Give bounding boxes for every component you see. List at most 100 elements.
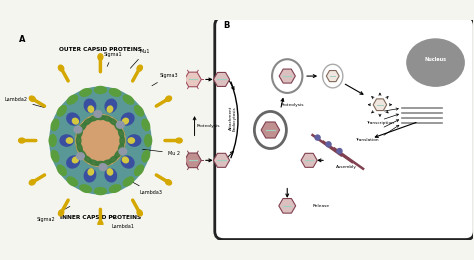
- Ellipse shape: [66, 138, 73, 143]
- Text: Proteolysis: Proteolysis: [196, 124, 220, 128]
- Ellipse shape: [57, 106, 66, 116]
- Ellipse shape: [84, 156, 91, 162]
- Text: Attachment: Attachment: [229, 106, 233, 130]
- Ellipse shape: [123, 95, 134, 104]
- Ellipse shape: [165, 180, 172, 185]
- Ellipse shape: [58, 210, 64, 216]
- Ellipse shape: [74, 126, 82, 133]
- Ellipse shape: [109, 89, 121, 96]
- Ellipse shape: [58, 65, 64, 71]
- Ellipse shape: [115, 122, 122, 131]
- Ellipse shape: [88, 106, 93, 112]
- Ellipse shape: [128, 138, 135, 143]
- Text: Endocytosis: Endocytosis: [232, 106, 236, 131]
- Ellipse shape: [94, 87, 106, 94]
- Ellipse shape: [96, 115, 105, 120]
- Ellipse shape: [76, 136, 81, 145]
- Polygon shape: [184, 153, 201, 168]
- Ellipse shape: [80, 123, 86, 131]
- Polygon shape: [373, 99, 387, 110]
- Ellipse shape: [109, 156, 118, 163]
- Ellipse shape: [137, 210, 142, 216]
- Circle shape: [326, 142, 331, 147]
- Text: Sigma2: Sigma2: [37, 206, 70, 222]
- Ellipse shape: [83, 156, 91, 163]
- Circle shape: [315, 135, 320, 140]
- Ellipse shape: [119, 143, 125, 153]
- Ellipse shape: [89, 115, 98, 121]
- Ellipse shape: [102, 160, 112, 166]
- Ellipse shape: [18, 138, 25, 143]
- Ellipse shape: [115, 123, 121, 131]
- Ellipse shape: [83, 118, 91, 125]
- Polygon shape: [184, 72, 201, 87]
- Ellipse shape: [115, 150, 122, 159]
- Ellipse shape: [50, 87, 151, 194]
- Ellipse shape: [74, 112, 127, 169]
- Ellipse shape: [84, 99, 96, 112]
- Circle shape: [337, 148, 342, 154]
- Ellipse shape: [109, 156, 117, 162]
- Ellipse shape: [77, 153, 84, 160]
- Text: Lambda2: Lambda2: [4, 97, 45, 107]
- Ellipse shape: [123, 177, 134, 186]
- Ellipse shape: [79, 122, 86, 131]
- Ellipse shape: [117, 121, 124, 128]
- FancyBboxPatch shape: [215, 17, 474, 239]
- Ellipse shape: [118, 129, 124, 138]
- Ellipse shape: [99, 164, 107, 171]
- Ellipse shape: [103, 116, 111, 121]
- Text: Proteolysis: Proteolysis: [281, 103, 304, 107]
- Ellipse shape: [118, 143, 124, 152]
- Ellipse shape: [67, 113, 80, 125]
- Text: Nucleus: Nucleus: [425, 57, 447, 62]
- Text: Mu1: Mu1: [130, 49, 150, 68]
- Ellipse shape: [75, 136, 81, 145]
- Ellipse shape: [96, 161, 105, 166]
- Ellipse shape: [67, 156, 80, 168]
- Ellipse shape: [135, 106, 144, 116]
- Ellipse shape: [94, 187, 106, 194]
- Ellipse shape: [89, 116, 98, 121]
- Text: INNER CAPSID PROTEINS: INNER CAPSID PROTEINS: [60, 215, 141, 220]
- Ellipse shape: [107, 169, 113, 175]
- Ellipse shape: [29, 180, 35, 185]
- Ellipse shape: [120, 136, 125, 145]
- Text: Lambda3: Lambda3: [131, 181, 163, 195]
- Ellipse shape: [67, 177, 78, 186]
- Polygon shape: [261, 122, 280, 138]
- Ellipse shape: [119, 148, 127, 155]
- Ellipse shape: [79, 150, 86, 159]
- Polygon shape: [279, 69, 295, 83]
- Ellipse shape: [77, 143, 82, 152]
- Ellipse shape: [77, 129, 82, 138]
- Text: Sigma1: Sigma1: [103, 52, 122, 66]
- Ellipse shape: [84, 169, 96, 182]
- Ellipse shape: [145, 135, 152, 146]
- Text: Assembly: Assembly: [336, 165, 357, 169]
- Ellipse shape: [49, 135, 56, 146]
- Ellipse shape: [142, 119, 150, 131]
- Ellipse shape: [103, 160, 111, 165]
- Ellipse shape: [89, 160, 98, 165]
- Text: OUTER CAPSID PROTEINS: OUTER CAPSID PROTEINS: [59, 47, 142, 52]
- Ellipse shape: [102, 115, 112, 121]
- Text: Lambda1: Lambda1: [111, 215, 135, 229]
- Ellipse shape: [107, 106, 113, 112]
- Ellipse shape: [165, 96, 172, 101]
- Ellipse shape: [119, 128, 125, 138]
- Ellipse shape: [95, 114, 105, 119]
- Ellipse shape: [176, 138, 182, 143]
- Ellipse shape: [51, 150, 59, 162]
- Ellipse shape: [76, 128, 82, 138]
- Ellipse shape: [98, 54, 103, 60]
- Ellipse shape: [89, 160, 98, 166]
- Text: Translation: Translation: [355, 138, 378, 142]
- Ellipse shape: [88, 169, 93, 175]
- Ellipse shape: [94, 110, 102, 117]
- Ellipse shape: [98, 221, 103, 227]
- Ellipse shape: [135, 165, 144, 176]
- Ellipse shape: [121, 113, 134, 125]
- Ellipse shape: [109, 185, 121, 192]
- Polygon shape: [213, 73, 229, 86]
